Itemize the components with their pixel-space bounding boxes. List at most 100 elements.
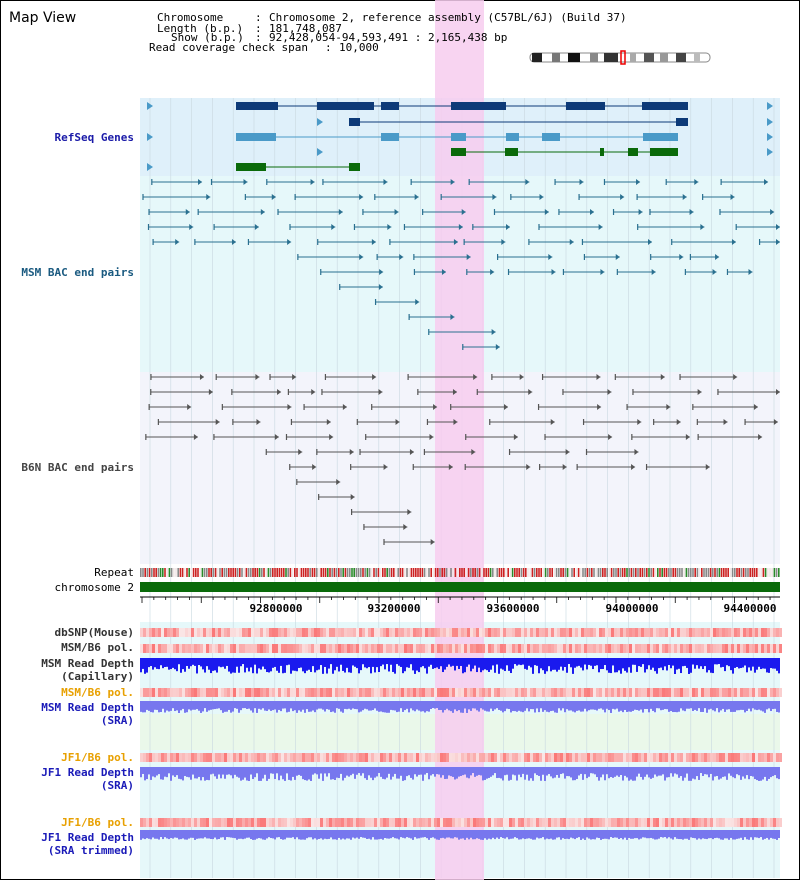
repeat-mark (443, 568, 446, 577)
polymorphism-cell (527, 753, 530, 762)
depth-bar (680, 701, 682, 709)
polymorphism-cell (197, 818, 200, 827)
depth-bar (410, 658, 412, 665)
chromosome-ideogram[interactable] (529, 50, 711, 65)
polymorphism-cell (683, 753, 686, 762)
polymorphism-cell (332, 688, 335, 697)
bac-end-arrow (505, 224, 510, 230)
repeat-track[interactable] (140, 568, 780, 577)
depth-bar (158, 830, 160, 840)
repeat-mark (654, 568, 657, 577)
depth-bar (314, 701, 316, 713)
msm-bac-track[interactable] (142, 179, 780, 350)
repeat-mark (569, 568, 571, 577)
chromosome-track-label[interactable]: chromosome 2 (54, 581, 134, 594)
depth-bar (636, 767, 638, 777)
polymorphism-cell (518, 628, 521, 637)
polymorphism-cell (374, 818, 377, 827)
depth-bar (660, 701, 662, 711)
polymorphism-cell (353, 628, 356, 637)
polymorphism-cell (155, 753, 158, 762)
depth-bar (764, 658, 766, 669)
depth-bar (178, 767, 180, 779)
polymorphism-cell (398, 628, 401, 637)
depth-bar (586, 767, 588, 779)
msm-bac-track-label[interactable]: MSM BAC end pairs (21, 266, 134, 279)
polymorphism-cell (566, 628, 569, 637)
polymorphism-cell (215, 688, 218, 697)
polymorphism-cell (713, 688, 716, 697)
polymorphism-cell (593, 628, 596, 637)
depth-bar (738, 830, 740, 839)
depth-bar (312, 830, 314, 840)
polymorphism-cell (587, 818, 590, 827)
jf1-depth-sra-label[interactable]: JF1 Read Depth (SRA) (41, 766, 134, 792)
polymorphism-cell (755, 628, 758, 637)
depth-bar (244, 701, 246, 709)
depth-bar (640, 830, 642, 839)
gridlines (149, 98, 775, 878)
b6n-bac-track-label[interactable]: B6N BAC end pairs (21, 461, 134, 474)
depth-bar (306, 767, 308, 781)
depth-bar (226, 767, 228, 775)
jf1-depth-trim-label[interactable]: JF1 Read Depth (SRA trimmed) (41, 831, 134, 857)
depth-bar (452, 767, 454, 777)
repeat-mark (362, 568, 364, 577)
depth-bar (470, 767, 472, 776)
depth-bar (708, 767, 710, 778)
bac-end-arrow (685, 434, 690, 440)
depth-bar (316, 701, 318, 710)
refseq-track-label[interactable]: RefSeq Genes (54, 131, 134, 144)
polymorphism-cell (281, 644, 284, 653)
depth-bar (562, 830, 564, 839)
msm-pol-sra-label[interactable]: MSM/B6 pol. (61, 686, 134, 699)
repeat-mark (232, 568, 234, 577)
gene-exon (628, 148, 638, 156)
polymorphism-cell (416, 818, 419, 827)
polymorphism-cell (440, 753, 443, 762)
msm-depth-sra-label[interactable]: MSM Read Depth (SRA) (41, 701, 134, 727)
dbsnp-track-label[interactable]: dbSNP(Mouse) (54, 626, 134, 639)
depth-bar (758, 830, 760, 839)
polymorphism-cell (635, 628, 638, 637)
polymorphism-cell (590, 688, 593, 697)
polymorphism-cell (347, 688, 350, 697)
polymorphism-cell (752, 818, 755, 827)
depth-bar (754, 830, 756, 838)
depth-bar (528, 701, 530, 712)
polymorphism-cell (311, 753, 314, 762)
repeat-mark (646, 568, 648, 577)
depth-bar (622, 767, 624, 781)
jf1-pol-trim-label[interactable]: JF1/B6 pol. (61, 816, 134, 829)
repeat-track-label[interactable]: Repeat (94, 566, 134, 579)
depth-bar (626, 767, 628, 778)
bac-end-arrow (206, 194, 211, 200)
highlight-region[interactable] (435, 0, 484, 880)
jf1-pol-track-label[interactable]: JF1/B6 pol. (61, 751, 134, 764)
polymorphism-cell (170, 644, 173, 653)
heat-tracks[interactable] (140, 628, 782, 827)
depth-bar (770, 767, 772, 778)
refseq-genes-track[interactable] (147, 102, 773, 171)
depth-bar (378, 658, 380, 673)
depth-bar (564, 767, 566, 779)
polymorphism-cell (653, 818, 656, 827)
depth-bar (482, 701, 484, 710)
b6n-bac-track[interactable] (145, 374, 780, 545)
depth-bar (556, 767, 558, 775)
depth-bar (400, 767, 402, 776)
depth-bar (396, 658, 398, 665)
depth-bar (692, 830, 694, 838)
polymorphism-cell (227, 753, 230, 762)
depth-bar (234, 658, 236, 673)
chromosome-bar[interactable] (140, 582, 780, 592)
polymorphism-cell (356, 628, 359, 637)
repeat-mark (712, 568, 714, 577)
bac-end-arrow (519, 374, 524, 380)
msm-depth-capillary-label[interactable]: MSM Read Depth (Capillary) (41, 657, 134, 683)
depth-tracks[interactable] (140, 658, 780, 840)
msm-pol-track-label[interactable]: MSM/B6 pol. (61, 641, 134, 654)
polymorphism-cell (629, 753, 632, 762)
depth-bar (296, 830, 298, 838)
